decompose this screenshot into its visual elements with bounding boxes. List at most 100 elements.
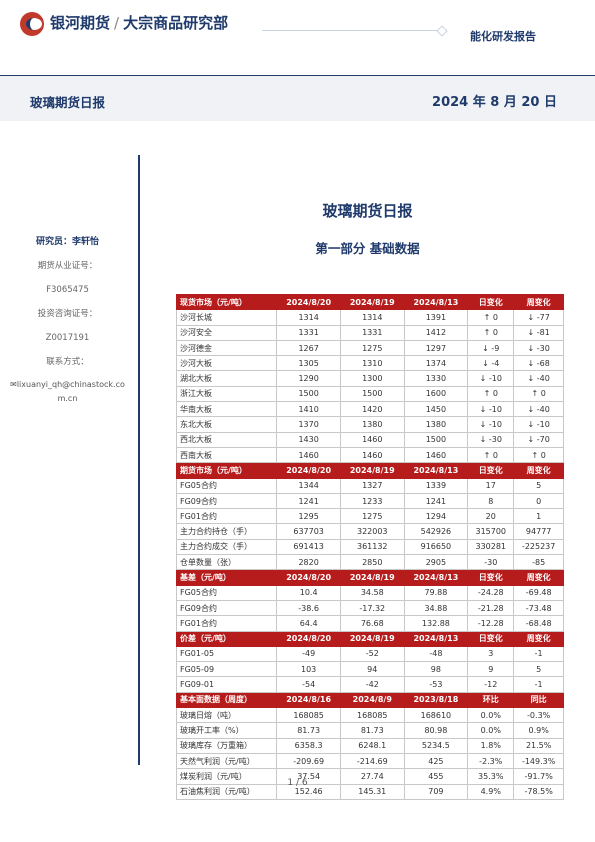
- table-cell: 542926: [403, 523, 469, 540]
- report-name: 玻璃期货日报: [30, 95, 106, 110]
- table-cell: 10.4: [276, 584, 341, 601]
- header-cell: 基差（元/吨）: [175, 569, 278, 586]
- header-cell: 2024/8/13: [403, 293, 469, 311]
- row-label: 天然气利润（元/吨）: [175, 752, 278, 770]
- table-cell: 1430: [276, 431, 341, 448]
- table-cell: 4.9%: [467, 783, 515, 800]
- title-bar: 玻璃期货日报 2024 年 8 月 20 日: [0, 75, 595, 121]
- header-cell: 2024/8/19: [339, 569, 405, 586]
- brand: 银河期货 / 大宗商品研究部: [50, 12, 228, 33]
- table-cell: 8: [467, 492, 515, 510]
- header-cell: 环比: [467, 691, 515, 709]
- table-cell: -42: [339, 676, 405, 693]
- table-cell: 1290: [276, 370, 341, 387]
- table-cell: 3: [467, 645, 515, 663]
- row-label: FG01-05: [175, 645, 278, 663]
- table-row: FG01合约 64.4 76.68 132.88 -12.28 -68.48: [175, 615, 564, 632]
- table-cell: 2820: [276, 554, 341, 571]
- row-label: FG09合约: [175, 599, 278, 617]
- table-cell: 1295: [276, 508, 341, 525]
- table-cell: 98: [403, 661, 469, 678]
- sidebar-divider: [138, 155, 140, 765]
- table-cell: 1300: [339, 370, 405, 387]
- table-cell: -40: [513, 370, 564, 387]
- table-cell: 1344: [276, 477, 341, 494]
- header-cell: 周变化: [513, 630, 564, 647]
- table-row: 玻璃开工率（%） 81.73 81.73 80.98 0.0% 0.9%: [175, 722, 564, 739]
- table-section-header: 价差（元/吨） 2024/8/20 2024/8/19 2024/8/13 日变化 周变化: [175, 630, 564, 647]
- table-row: 西南大板14601460146000: [175, 446, 564, 464]
- table-cell: -40: [513, 401, 564, 418]
- header-cell: 期货市场（元/吨）: [175, 462, 278, 479]
- table-cell: -21.28: [467, 599, 515, 617]
- table-section-header: 基差（元/吨） 2024/8/20 2024/8/19 2024/8/13 日变化 周变化: [175, 569, 564, 586]
- table-row: FG05-09 103 94 98 9 5: [175, 661, 564, 678]
- table-row: 浙江大板15001500160000: [175, 385, 564, 403]
- galaxy-futures-logo-icon: [20, 12, 44, 36]
- investment-license-number: Z0017191: [45, 333, 90, 343]
- table-cell: -209.69: [276, 752, 341, 770]
- table-cell: -30: [467, 554, 515, 571]
- brand-separator: /: [114, 14, 120, 32]
- table-cell: 1275: [339, 508, 405, 525]
- table-cell: 1330: [403, 370, 469, 387]
- row-label: 东北大板: [175, 416, 278, 433]
- table-cell: -30: [467, 431, 515, 448]
- header-cell: 日变化: [467, 569, 515, 586]
- contact-email[interactable]: ✉lixuanyi_qh@chinastock.com.cn: [0, 374, 135, 406]
- author-sidebar: 研究员：李轩怡 期货从业证号： F3065475 投资咨询证号： Z001719…: [0, 230, 135, 406]
- header-cell: 日变化: [467, 293, 515, 311]
- header-cell: 2024/8/16: [276, 691, 341, 709]
- email-address[interactable]: lixuanyi_qh@chinastock.com.cn: [16, 380, 125, 403]
- header-cell: 2024/8/20: [276, 462, 341, 479]
- table-cell: 0: [513, 492, 564, 510]
- table-cell: 1460: [276, 446, 341, 464]
- row-label: 主力合约成交（手）: [175, 538, 278, 556]
- table-cell: -73.48: [513, 599, 564, 617]
- table-cell: -9: [467, 339, 515, 357]
- table-cell: 1500: [276, 385, 341, 403]
- table-cell: 6248.1: [339, 737, 405, 754]
- table-row: 石油焦利润（元/吨） 152.46 145.31 709 4.9% -78.5%: [175, 783, 564, 800]
- table-cell: -48: [403, 645, 469, 663]
- contact-label: 联系方式：: [46, 357, 89, 367]
- table-cell: 1241: [403, 492, 469, 510]
- table-cell: -214.69: [339, 752, 405, 770]
- header-decoration-line: [262, 30, 442, 31]
- table-section-header: 现货市场（元/吨） 2024/8/20 2024/8/19 2024/8/13 日变化周…: [175, 293, 564, 311]
- author-name: 研究员：李轩怡: [35, 237, 99, 247]
- table-cell: 330281: [467, 538, 515, 556]
- table-cell: 1460: [403, 446, 469, 464]
- row-label: FG09-01: [175, 676, 278, 693]
- table-cell: 1600: [403, 385, 469, 403]
- report-type: 能化研发报告: [470, 30, 536, 43]
- table-cell: -30: [513, 339, 564, 357]
- table-cell: 1450: [403, 401, 469, 418]
- table-cell: 322003: [339, 523, 405, 540]
- row-label: FG01合约: [175, 615, 278, 632]
- row-label: FG05合约: [175, 584, 278, 601]
- table-cell: -24.28: [467, 584, 515, 601]
- table-cell: 34.58: [339, 584, 405, 601]
- table-cell: 80.98: [403, 722, 469, 739]
- qualification-label: 期货从业证号：: [37, 261, 98, 271]
- table-cell: 0.0%: [467, 707, 515, 724]
- table-row: 主力合约成交（手） 691413 361132 916650 330281 -225237: [175, 538, 564, 556]
- row-label: 仓单数量（张）: [175, 554, 278, 571]
- table-cell: 1314: [276, 309, 341, 326]
- table-cell: 1310: [339, 355, 405, 372]
- table-cell: 1391: [403, 309, 469, 326]
- table-cell: 0: [467, 309, 515, 326]
- table-row: 仓单数量（张） 2820 2850 2905 -30 -85: [175, 554, 564, 571]
- table-row: 玻璃日熔（吨） 168085 168085 168610 0.0% -0.3%: [175, 707, 564, 724]
- table-cell: -2.3%: [467, 752, 515, 770]
- table-row: FG01合约 1295 1275 1294 20 1: [175, 508, 564, 525]
- table-cell: 1327: [339, 477, 405, 494]
- table-cell: 168085: [276, 707, 341, 724]
- table-cell: 1339: [403, 477, 469, 494]
- table-row: FG01-05 -49 -52 -48 3 -1: [175, 645, 564, 663]
- table-cell: -1: [513, 645, 564, 663]
